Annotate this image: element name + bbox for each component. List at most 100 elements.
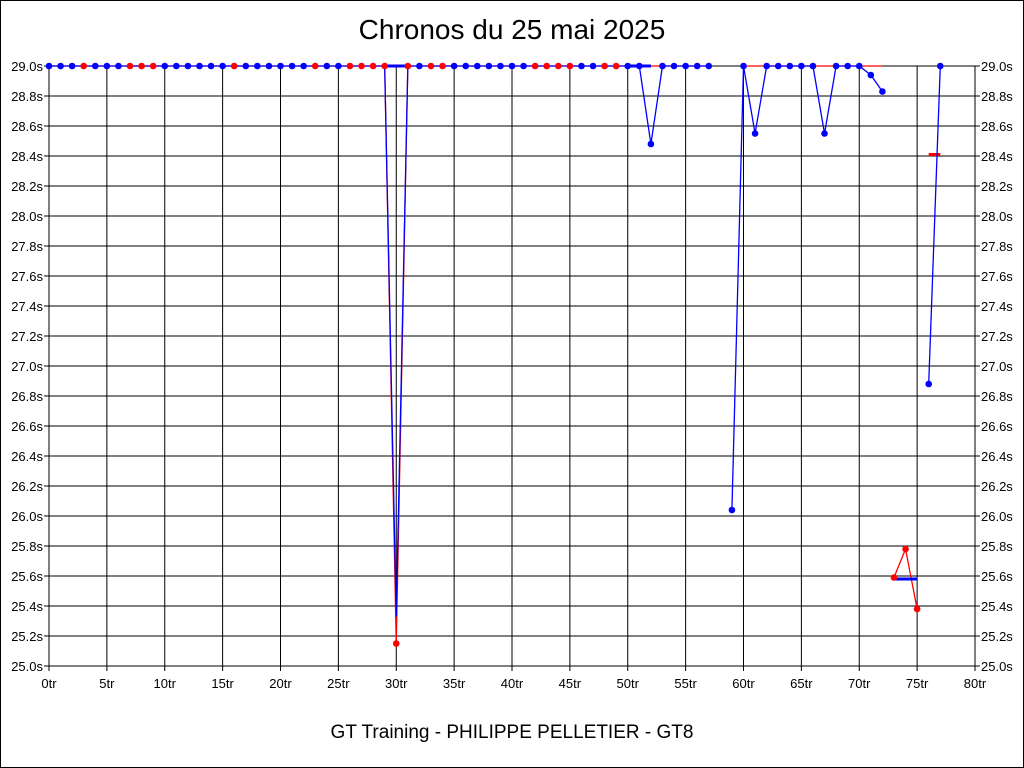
data-point: [335, 62, 342, 70]
y-tick-label-left: 27.2s: [11, 329, 43, 344]
data-point: [612, 62, 620, 70]
data-point: [473, 62, 481, 70]
x-tick-label: 15tr: [211, 676, 234, 691]
data-point: [508, 62, 516, 70]
data-point: [497, 62, 504, 70]
data-point: [659, 62, 666, 70]
data-point: [427, 62, 435, 70]
y-tick-label-left: 27.8s: [11, 239, 43, 254]
x-tick-label: 80tr: [964, 676, 987, 691]
y-tick-label-left: 28.2s: [11, 179, 43, 194]
data-point: [670, 62, 678, 70]
y-tick-label-right: 27.0s: [981, 359, 1013, 374]
data-point: [774, 62, 782, 70]
data-point: [115, 62, 122, 70]
y-tick-label-left: 27.6s: [11, 269, 43, 284]
x-tick-label: 10tr: [154, 676, 177, 691]
y-tick-label-right: 28.4s: [981, 149, 1013, 164]
data-point: [277, 62, 284, 70]
points-blue: [45, 62, 944, 514]
data-point: [300, 62, 307, 70]
y-tick-label-left: 25.8s: [11, 539, 43, 554]
data-point: [566, 62, 574, 70]
data-point: [450, 62, 458, 70]
y-tick-label-right: 29.0s: [981, 59, 1013, 74]
data-point: [636, 62, 643, 70]
y-tick-label-left: 28.4s: [11, 149, 43, 164]
data-point: [925, 380, 932, 388]
data-point: [798, 62, 805, 70]
y-tick-label-left: 26.8s: [11, 389, 43, 404]
data-point: [196, 62, 203, 70]
data-point: [45, 62, 53, 70]
y-tick-label-left: 28.8s: [11, 89, 43, 104]
data-point: [555, 62, 562, 70]
data-point: [219, 62, 226, 70]
data-point: [809, 62, 817, 70]
y-tick-label-right: 26.8s: [981, 389, 1013, 404]
y-tick-label-right: 28.0s: [981, 209, 1013, 224]
data-point: [855, 62, 863, 70]
x-tick-label: 60tr: [732, 676, 755, 691]
data-point: [404, 62, 412, 70]
data-point: [624, 62, 632, 70]
series-blue: [49, 64, 941, 617]
y-tick-label-right: 28.2s: [981, 179, 1013, 194]
y-tick-label-left: 26.4s: [11, 449, 43, 464]
data-point: [867, 71, 875, 79]
x-tick-label: 30tr: [385, 676, 408, 691]
y-axis-ticks: 25.0s 25.0s 25.2s 25.2s 25.4s 25.4s 25.6s 25.6s…: [11, 59, 1013, 674]
y-tick-label-left: 26.2s: [11, 479, 43, 494]
data-point: [705, 62, 713, 70]
y-tick-label-right: 26.2s: [981, 479, 1013, 494]
x-axis-ticks: 0tr 5tr 10tr 15tr 20tr 25tr 30tr 35tr 40tr 45tr 50…: [41, 676, 986, 691]
data-point: [381, 62, 388, 70]
data-point: [242, 62, 250, 70]
data-point: [520, 62, 527, 70]
series-line: [928, 65, 941, 385]
x-tick-label: 0tr: [41, 676, 57, 691]
data-point: [751, 130, 759, 137]
x-tick-label: 5tr: [99, 676, 115, 691]
y-tick-label-left: 25.6s: [11, 569, 43, 584]
chart-subtitle: GT Training - PHILIPPE PELLETIER - GT8: [330, 722, 694, 743]
data-point: [138, 62, 145, 70]
data-point: [311, 62, 319, 70]
series-line: [49, 65, 709, 644]
data-point: [693, 62, 701, 70]
x-tick-label: 75tr: [906, 676, 929, 691]
y-tick-label-left: 25.4s: [11, 599, 43, 614]
data-point: [647, 140, 655, 148]
series-red: [49, 65, 941, 644]
series-layer: [45, 62, 944, 647]
data-point: [254, 62, 261, 70]
data-point: [890, 574, 898, 581]
data-point: [149, 62, 157, 70]
x-tick-label: 25tr: [327, 676, 350, 691]
y-tick-label-right: 26.4s: [981, 449, 1013, 464]
y-tick-label-right: 28.6s: [981, 119, 1013, 134]
data-point: [369, 62, 377, 70]
x-tick-label: 55tr: [674, 676, 697, 691]
y-tick-label-right: 25.0s: [981, 659, 1013, 674]
series-line: [49, 65, 709, 617]
y-tick-label-right: 27.6s: [981, 269, 1013, 284]
y-tick-label-left: 25.0s: [11, 659, 43, 674]
data-point: [832, 62, 840, 70]
y-tick-label-left: 25.2s: [11, 629, 43, 644]
y-tick-label-right: 25.2s: [981, 629, 1013, 644]
data-point: [740, 62, 747, 70]
y-tick-label-right: 27.8s: [981, 239, 1013, 254]
data-point: [126, 62, 134, 70]
data-point: [230, 62, 238, 70]
x-tick-label: 20tr: [269, 676, 292, 691]
data-point: [844, 62, 851, 70]
data-point: [913, 605, 921, 613]
data-point: [531, 62, 539, 70]
data-point: [288, 62, 296, 70]
y-tick-label-right: 27.2s: [981, 329, 1013, 344]
data-point: [416, 62, 423, 70]
data-point: [68, 62, 76, 70]
data-point: [358, 62, 365, 70]
